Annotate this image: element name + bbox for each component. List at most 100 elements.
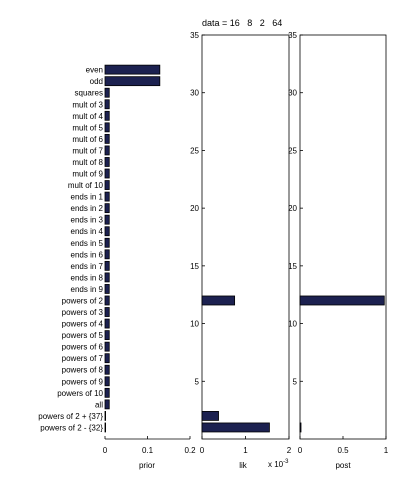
lik-x-multiplier: x 10-3: [268, 459, 289, 469]
prior-bar: [104, 145, 110, 156]
prior-bar: [104, 168, 110, 179]
prior-category-label: ends in 8: [71, 273, 104, 282]
lik-x-ticks: 0 1 2: [200, 436, 292, 455]
prior-category-label: powers of 4: [62, 320, 104, 329]
prior-category-label: squares: [75, 89, 103, 98]
prior-bar: [104, 191, 110, 202]
lik-y-tick-label: 20: [190, 204, 199, 213]
prior-bar: [104, 110, 110, 121]
prior-bar: [104, 214, 110, 225]
prior-bar: [104, 411, 107, 421]
lik-y-tick-label: 5: [195, 377, 200, 386]
prior-xlabel: prior: [139, 461, 155, 470]
post-x-tick-label: 0: [298, 446, 303, 455]
prior-bar: [104, 318, 110, 329]
prior-bar: [104, 330, 110, 341]
prior-category-label: powers of 6: [62, 343, 104, 352]
lik-y-tick-label: 15: [190, 262, 199, 271]
post-bar: [299, 295, 385, 306]
prior-bars: [104, 64, 161, 433]
prior-bar: [104, 307, 110, 317]
prior-category-label: ends in 3: [71, 216, 104, 225]
prior-category-label: even: [86, 66, 103, 75]
lik-x-multiplier-base: x 10: [268, 460, 284, 469]
prior-bar: [104, 133, 110, 144]
prior-category-label: mult of 8: [72, 158, 103, 167]
post-x-ticks: 0 0.5 1: [298, 436, 389, 455]
post-y-tick-label: 30: [288, 89, 297, 98]
prior-bar: [104, 272, 110, 283]
prior-bar: [104, 157, 110, 167]
prior-category-label: powers of 2 + {37}: [38, 412, 103, 421]
post-bars: [299, 295, 385, 433]
prior-category-label: mult of 5: [72, 123, 103, 132]
prior-category-label: ends in 7: [71, 262, 104, 271]
post-y-ticks: 5 10 15 20 25 30 35: [288, 31, 303, 386]
prior-category-label: powers of 7: [62, 354, 104, 363]
prior-bar: [104, 99, 110, 110]
prior-x-tick-label: 0: [103, 446, 108, 455]
lik-y-tick-label: 25: [190, 146, 199, 155]
lik-y-tick-label: 10: [190, 320, 199, 329]
prior-bar: [104, 422, 107, 433]
prior-category-label: all: [95, 400, 103, 409]
lik-panel: data = 16 8 2 64 5 10 15 20 25 30 35 0 1 2 lik x…: [190, 18, 292, 470]
lik-y-tick-label: 35: [190, 31, 199, 40]
prior-category-label: ends in 4: [71, 227, 104, 236]
lik-x-multiplier-exponent: -3: [283, 459, 289, 465]
post-xlabel: post: [335, 461, 351, 470]
prior-category-label: odd: [90, 77, 103, 86]
lik-y-ticks: 5 10 15 20 25 30 35: [190, 31, 205, 386]
prior-category-label: mult of 3: [72, 100, 103, 109]
post-y-tick-label: 10: [288, 320, 297, 329]
prior-panel: even odd squares mult of 3 mult of 4 mult of …: [38, 64, 196, 470]
prior-bar: [104, 64, 161, 75]
prior-bar: [104, 376, 110, 387]
prior-bar: [104, 284, 110, 294]
prior-bar: [104, 399, 110, 410]
prior-bar: [104, 226, 110, 237]
lik-bar: [201, 411, 219, 421]
post-y-tick-label: 15: [288, 262, 297, 271]
prior-bar: [104, 237, 110, 248]
lik-x-tick-label: 0: [200, 446, 205, 455]
prior-x-ticks: 0 0.1 0.2: [103, 436, 196, 455]
prior-category-label: ends in 5: [71, 239, 104, 248]
prior-bar: [104, 122, 110, 133]
post-y-tick-label: 25: [288, 146, 297, 155]
prior-category-label: powers of 3: [62, 308, 104, 317]
lik-axes-frame: [201, 34, 290, 440]
prior-category-label: powers of 10: [57, 389, 103, 398]
post-y-tick-label: 35: [288, 31, 297, 40]
prior-bar: [104, 364, 110, 375]
prior-bar: [104, 249, 110, 260]
prior-bar: [104, 387, 110, 398]
prior-category-label: mult of 10: [68, 181, 104, 190]
prior-bar: [104, 203, 110, 214]
prior-bar: [104, 76, 161, 87]
prior-category-label: ends in 9: [71, 285, 104, 294]
prior-category-label: powers of 2 - {32}: [40, 423, 103, 432]
post-x-tick-label: 1: [384, 446, 389, 455]
lik-bar: [201, 295, 236, 306]
prior-category-label: powers of 2: [62, 296, 104, 305]
lik-bars: [201, 295, 270, 433]
prior-bar: [104, 295, 110, 306]
prior-category-labels: even odd squares mult of 3 mult of 4 mult of …: [38, 66, 103, 433]
prior-bar: [104, 353, 110, 364]
lik-y-tick-label: 30: [190, 89, 199, 98]
prior-category-label: mult of 7: [72, 146, 103, 155]
prior-bar: [104, 180, 110, 190]
prior-category-label: ends in 2: [71, 204, 104, 213]
prior-category-label: ends in 1: [71, 193, 104, 202]
prior-x-tick-label: 0.2: [184, 446, 196, 455]
post-y-tick-label: 5: [293, 377, 298, 386]
prior-category-label: mult of 9: [72, 170, 103, 179]
post-y-tick-label: 20: [288, 204, 297, 213]
prior-category-label: ends in 6: [71, 250, 104, 259]
lik-title: data = 16 8 2 64: [202, 18, 282, 28]
prior-bar: [104, 341, 110, 352]
post-bar: [299, 422, 302, 433]
